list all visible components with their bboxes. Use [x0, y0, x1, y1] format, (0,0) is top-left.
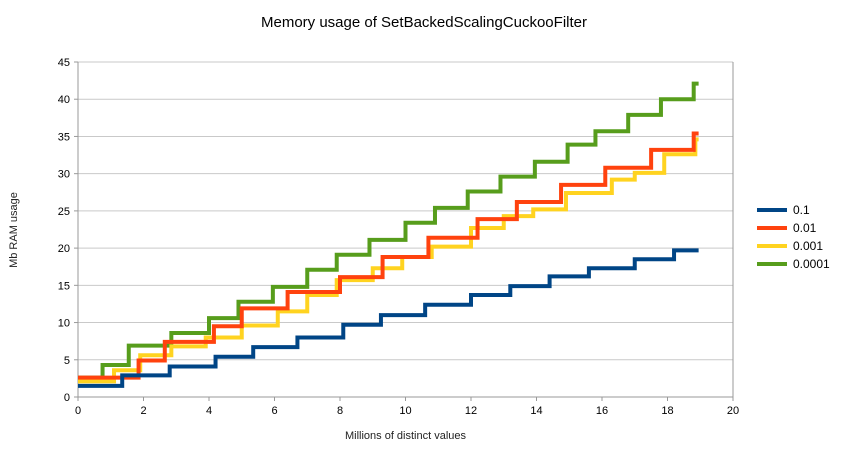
y-tick-label: 20	[58, 243, 70, 255]
x-tick-label: 0	[75, 405, 81, 417]
y-tick-label: 30	[58, 169, 70, 181]
x-tick-label: 4	[206, 405, 212, 417]
x-tick-label: 20	[727, 405, 739, 417]
legend: 0.1 0.01 0.001 0.0001	[757, 201, 830, 273]
y-tick-label: 40	[58, 94, 70, 106]
y-tick-label: 25	[58, 206, 70, 218]
legend-swatch	[757, 208, 787, 212]
chart-title: Memory usage of SetBackedScalingCuckooFi…	[261, 14, 587, 31]
y-tick-label: 15	[58, 280, 70, 292]
x-tick-label: 14	[530, 405, 542, 417]
y-tick-label: 35	[58, 131, 70, 143]
legend-swatch	[757, 244, 787, 248]
legend-label: 0.1	[793, 203, 810, 217]
y-tick-label: 5	[64, 355, 70, 367]
series-line-0.0001	[78, 81, 699, 380]
y-tick-label: 10	[58, 318, 70, 330]
legend-label: 0.01	[793, 221, 817, 235]
x-tick-label: 2	[140, 405, 146, 417]
x-tick-label: 8	[337, 405, 343, 417]
legend-label: 0.0001	[793, 257, 830, 271]
series-line-0.001	[78, 137, 699, 384]
y-tick-label: 0	[64, 392, 70, 404]
x-tick-label: 10	[399, 405, 411, 417]
x-tick-label: 6	[271, 405, 277, 417]
legend-item: 0.1	[757, 201, 830, 219]
series-line-0.01	[78, 131, 699, 380]
legend-swatch	[757, 226, 787, 230]
legend-item: 0.01	[757, 219, 830, 237]
y-tick-label: 45	[58, 57, 70, 69]
legend-swatch	[757, 262, 787, 266]
legend-item: 0.0001	[757, 255, 830, 273]
x-axis-title: Millions of distinct values	[344, 430, 467, 442]
legend-label: 0.001	[793, 239, 824, 253]
x-tick-label: 18	[661, 405, 673, 417]
series-line-0.1	[78, 248, 699, 388]
x-tick-label: 12	[465, 405, 477, 417]
legend-item: 0.001	[757, 237, 830, 255]
x-tick-label: 16	[596, 405, 608, 417]
